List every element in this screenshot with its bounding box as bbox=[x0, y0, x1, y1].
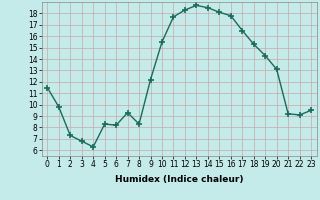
X-axis label: Humidex (Indice chaleur): Humidex (Indice chaleur) bbox=[115, 175, 244, 184]
